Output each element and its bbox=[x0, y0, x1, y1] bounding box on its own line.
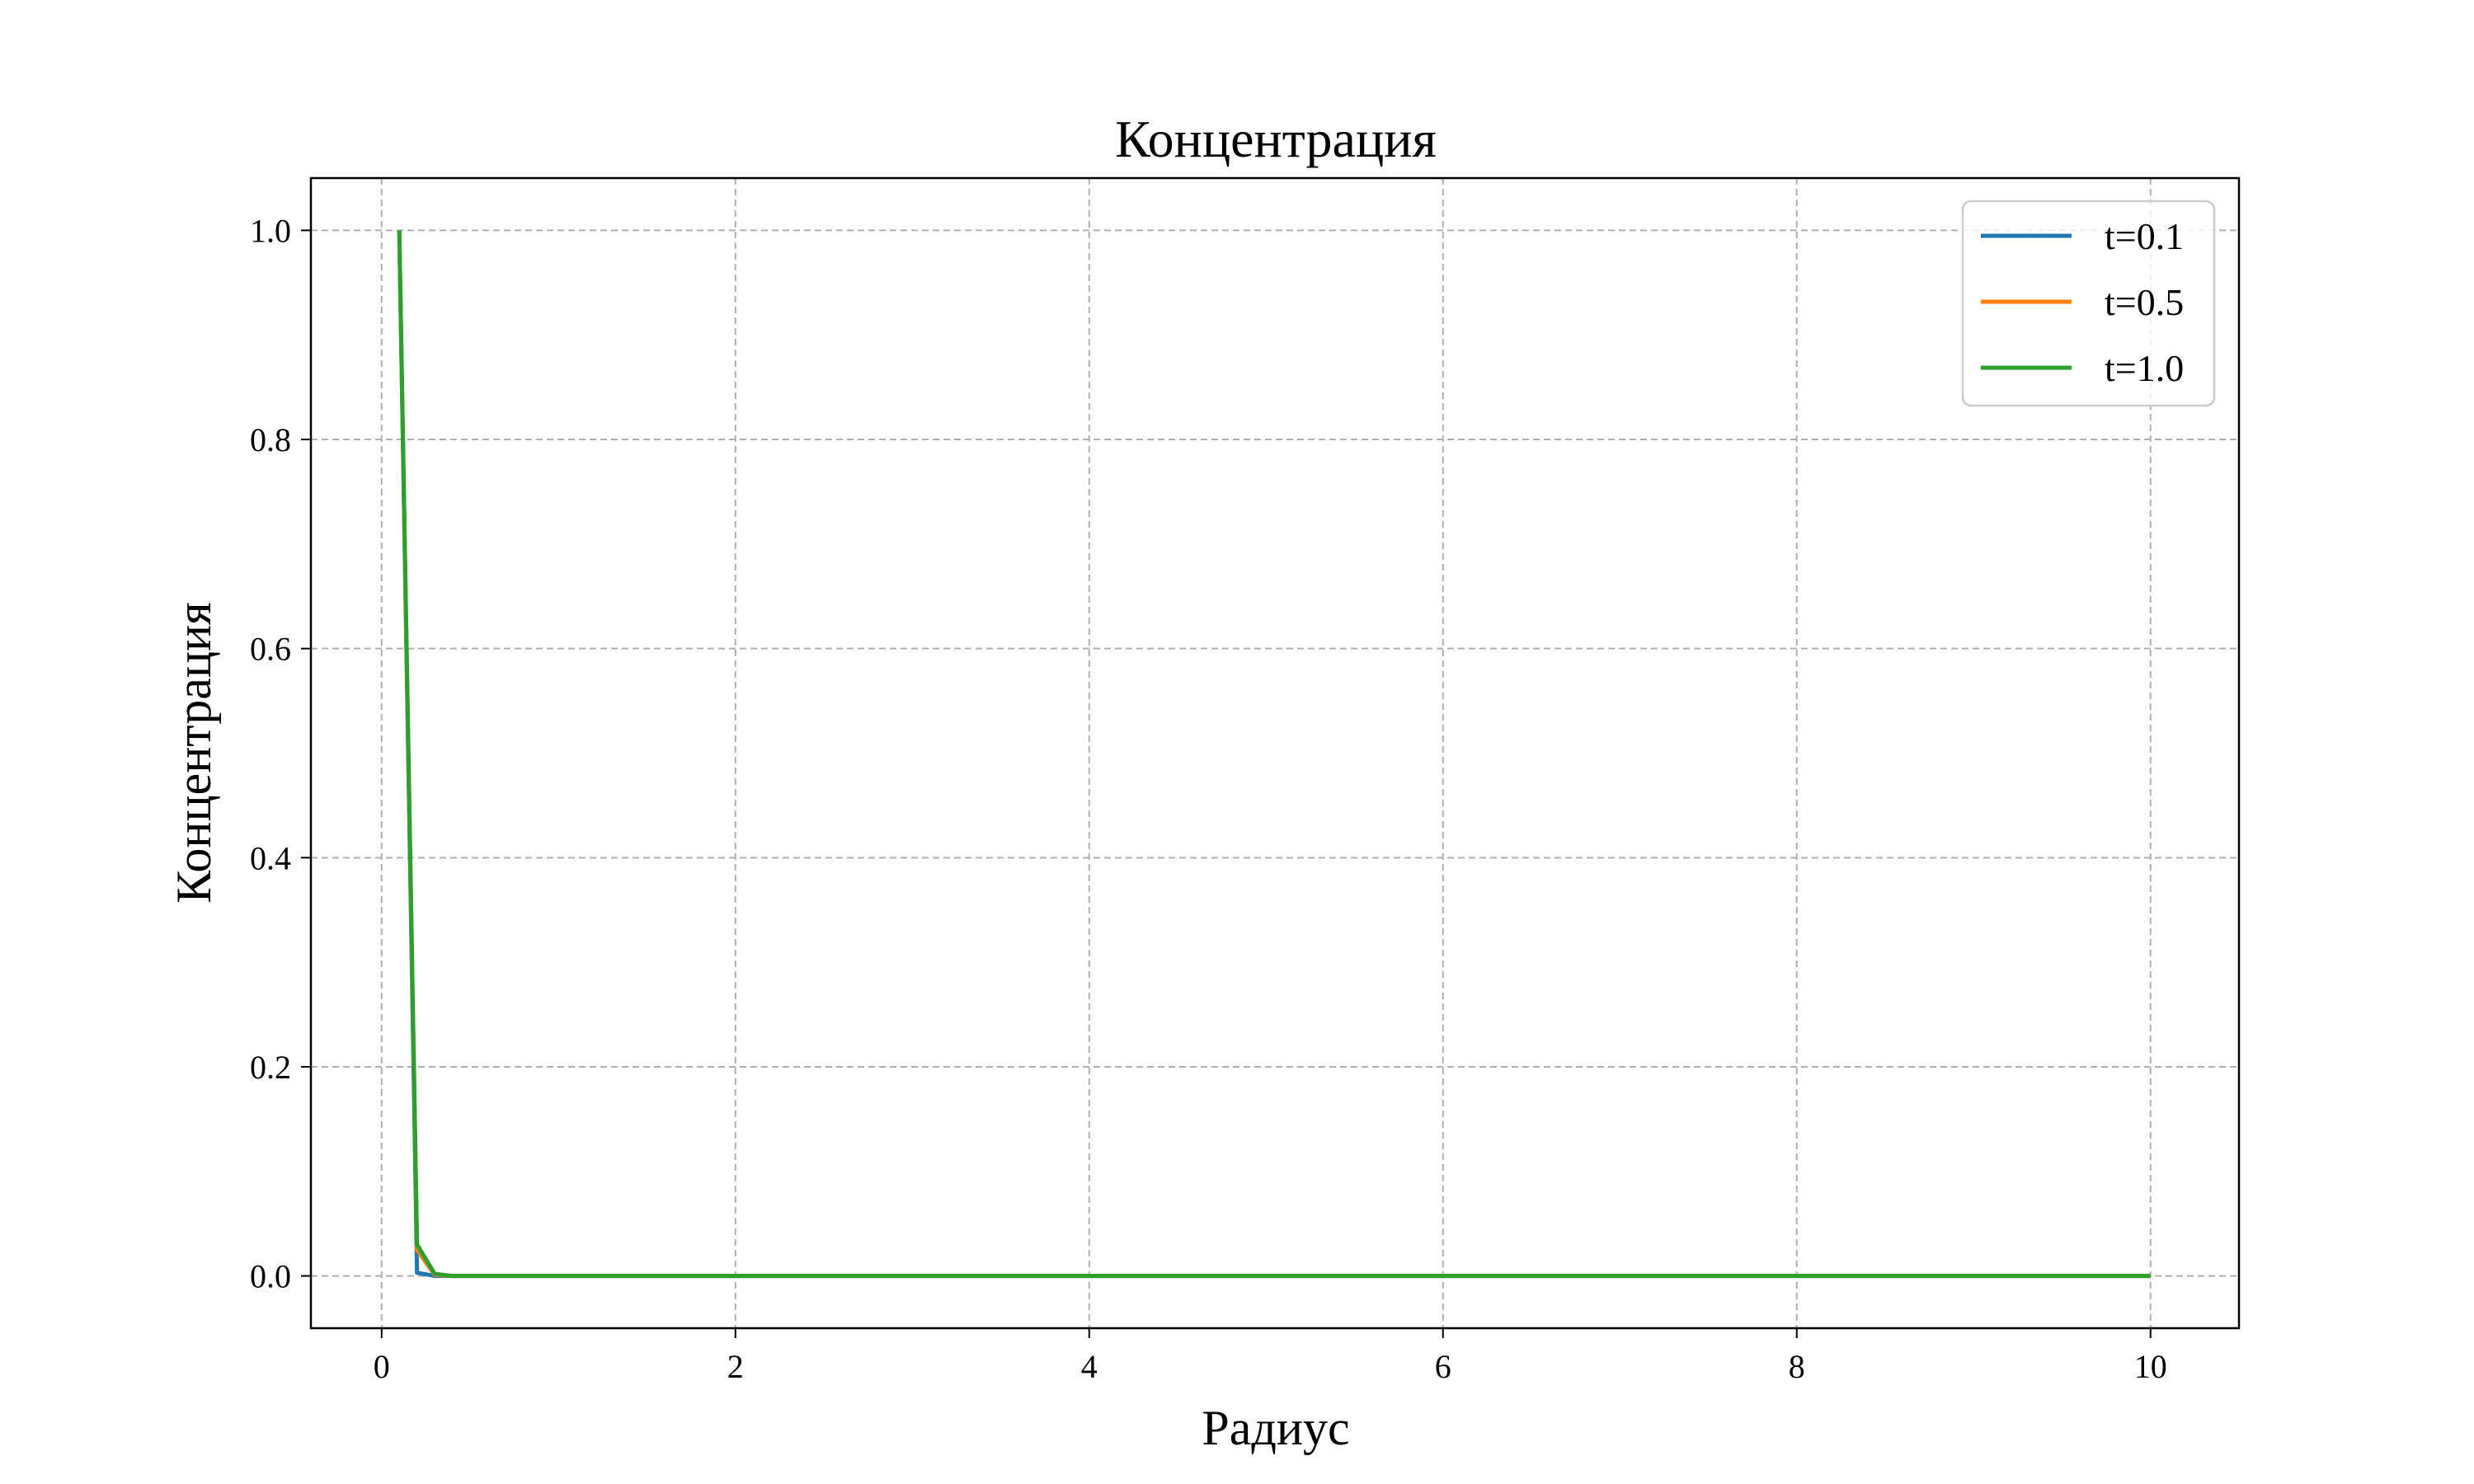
x-axis-ticks: 0 2 4 6 8 10 bbox=[374, 1328, 2167, 1385]
y-axis-label: Концентрация bbox=[167, 602, 221, 903]
x-axis-label: Радиус bbox=[1202, 1401, 1349, 1455]
y-tick-label: 0.2 bbox=[250, 1049, 291, 1086]
legend-box bbox=[1961, 200, 2216, 407]
chart-title: Концентрация bbox=[1115, 110, 1437, 168]
legend-label: t=0.5 bbox=[2105, 281, 2184, 323]
x-tick-label: 2 bbox=[727, 1348, 744, 1385]
series-line-t=1.0 bbox=[397, 230, 2151, 1279]
legend-items: t=0.1 t=0.5 t=1.0 bbox=[1981, 215, 2184, 389]
x-tick-label: 4 bbox=[1081, 1348, 1098, 1385]
legend: t=0.1 t=0.5 t=1.0 bbox=[1961, 200, 2216, 407]
y-tick-label: 0.6 bbox=[250, 631, 291, 668]
legend-label: t=1.0 bbox=[2105, 347, 2184, 389]
grid-layer bbox=[311, 178, 2239, 1328]
y-tick-label: 1.0 bbox=[250, 212, 291, 249]
x-tick-label: 8 bbox=[1789, 1348, 1805, 1385]
y-tick-label: 0.8 bbox=[250, 421, 291, 458]
x-tick-label: 0 bbox=[374, 1348, 390, 1385]
y-tick-label: 0.4 bbox=[250, 839, 291, 876]
x-tick-label: 10 bbox=[2134, 1348, 2167, 1385]
series-layer bbox=[397, 230, 2151, 1279]
y-axis-ticks: 0.0 0.2 0.4 0.6 0.8 1.0 bbox=[250, 212, 311, 1295]
x-tick-label: 6 bbox=[1435, 1348, 1451, 1385]
plot-frame bbox=[309, 176, 2241, 1330]
y-tick-label: 0.0 bbox=[250, 1258, 291, 1295]
legend-label: t=0.1 bbox=[2105, 215, 2184, 257]
